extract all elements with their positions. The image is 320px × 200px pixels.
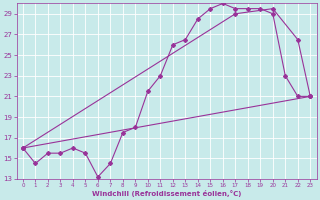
X-axis label: Windchill (Refroidissement éolien,°C): Windchill (Refroidissement éolien,°C) (92, 190, 241, 197)
